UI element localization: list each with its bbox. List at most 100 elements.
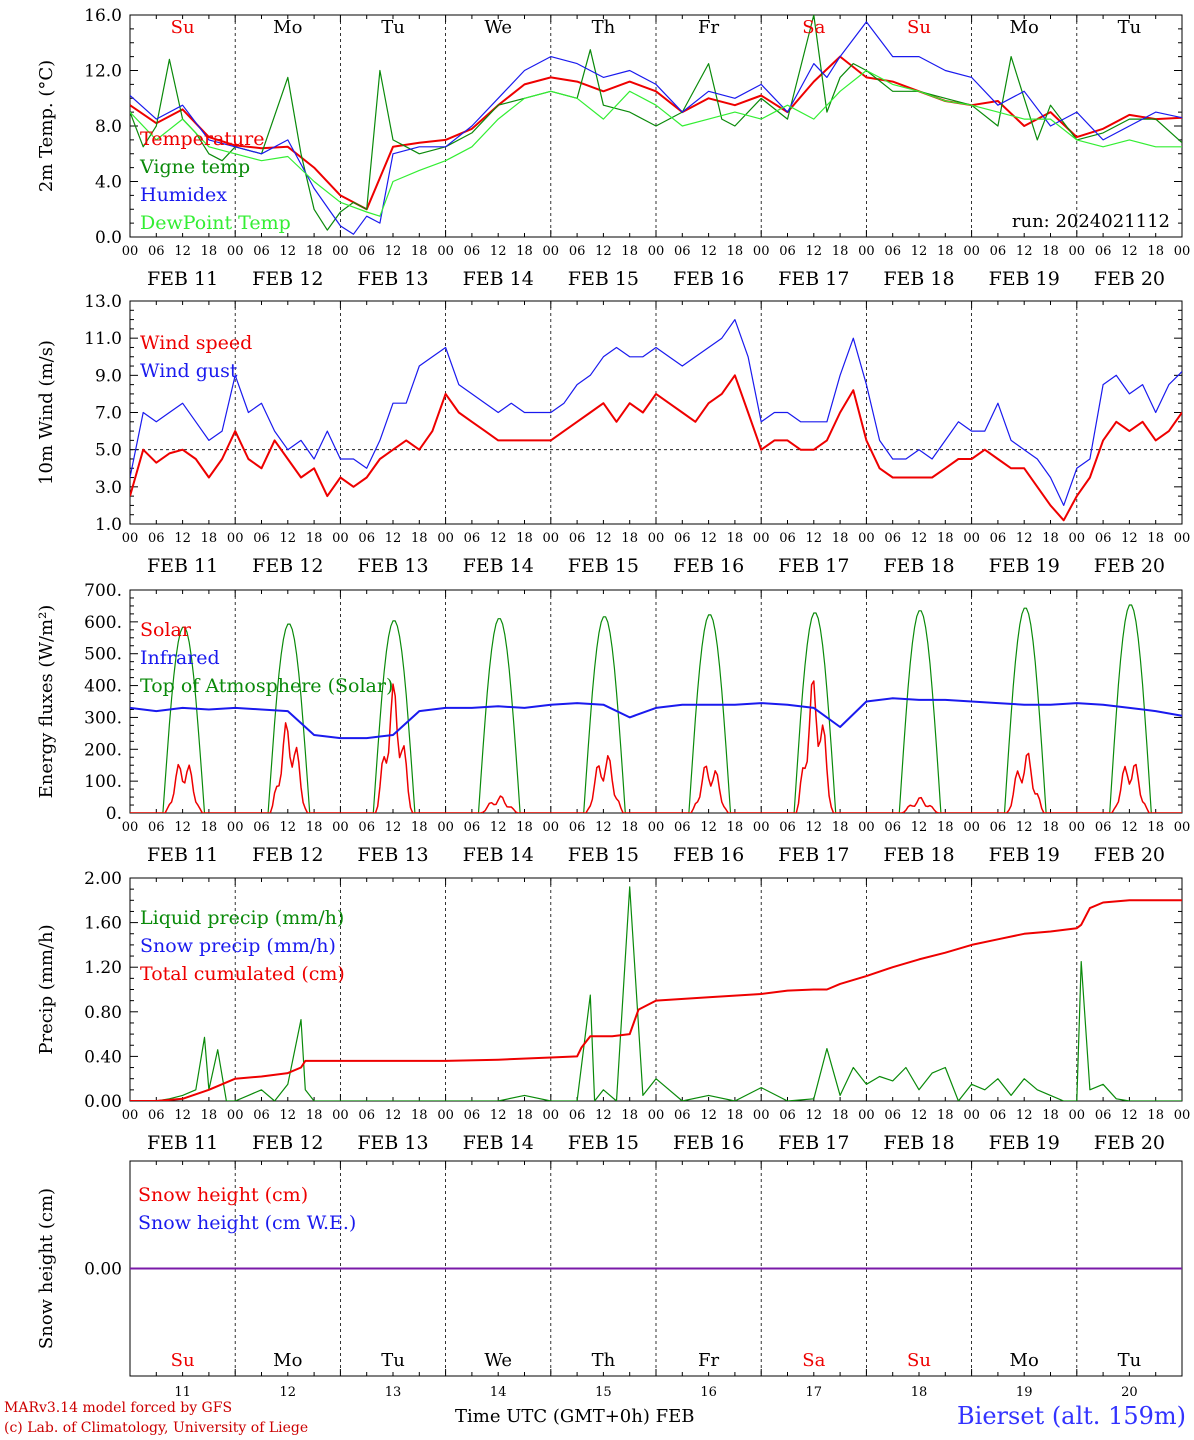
x-axis-title: Time UTC (GMT+0h) FEB [455, 1406, 695, 1427]
date-label: FEB 13 [357, 555, 428, 577]
plot-area [130, 319, 1182, 522]
hour-tick-label: 00 [437, 820, 454, 835]
hour-tick-label: 06 [779, 531, 796, 546]
hour-tick-label: 00 [332, 1108, 349, 1123]
series-line [130, 886, 1182, 1101]
y-tick-label: 9.0 [95, 366, 122, 386]
bottom-day-label: Tu [1118, 1350, 1142, 1371]
y-axis-label: 2m Temp. (°C) [36, 60, 57, 192]
day-of-week-label: Fr [698, 17, 719, 38]
hour-tick-label: 12 [385, 244, 402, 259]
hour-tick-label: 12 [174, 531, 191, 546]
series-line [130, 374, 1182, 522]
date-label: FEB 16 [673, 1132, 744, 1154]
hour-tick-label: 12 [911, 820, 928, 835]
date-label: FEB 16 [673, 555, 744, 577]
legend-entry: Wind speed [140, 332, 252, 354]
hour-tick-label: 18 [621, 531, 638, 546]
legend-entry: Snow height (cm W.E.) [138, 1212, 356, 1234]
hour-tick-label: 00 [122, 1108, 139, 1123]
y-tick-label: 200. [84, 740, 122, 760]
hour-tick-label: 12 [280, 244, 297, 259]
hour-tick-label: 06 [464, 244, 481, 259]
y-tick-label: 100. [84, 772, 122, 792]
date-label: FEB 16 [673, 268, 744, 290]
hour-tick-label: 00 [963, 1108, 980, 1123]
hour-tick-label: 18 [1147, 820, 1164, 835]
hour-tick-label: 12 [1121, 820, 1138, 835]
hour-tick-label: 18 [727, 1108, 744, 1123]
plot-frame [129, 300, 1183, 525]
hour-tick-label: 18 [1042, 531, 1059, 546]
legend-entry: Liquid precip (mm/h) [140, 907, 344, 929]
hour-tick-label: 12 [1121, 531, 1138, 546]
y-axis-label: Energy fluxes (W/m²) [36, 605, 57, 799]
hour-tick-label: 06 [464, 820, 481, 835]
y-axis-label: Snow height (cm) [36, 1188, 57, 1349]
y-tick-label: 500. [84, 645, 122, 665]
hour-tick-label: 00 [753, 244, 770, 259]
hour-tick-label: 18 [306, 1108, 323, 1123]
hour-tick-label: 18 [727, 531, 744, 546]
bottom-day-number: 18 [911, 1385, 928, 1400]
hour-tick-label: 12 [174, 820, 191, 835]
hour-tick-label: 18 [411, 531, 428, 546]
hour-tick-label: 12 [595, 1108, 612, 1123]
y-tick-label: 8.0 [95, 117, 122, 137]
series-line [130, 319, 1182, 506]
hour-tick-label: 06 [990, 1108, 1007, 1123]
hour-tick-label: 06 [884, 244, 901, 259]
hour-tick-label: 00 [332, 820, 349, 835]
day-of-week-label: Tu [381, 17, 405, 38]
bottom-day-label: Sa [802, 1350, 825, 1371]
hour-tick-label: 00 [122, 531, 139, 546]
date-label: FEB 13 [357, 844, 428, 866]
hour-tick-label: 06 [148, 1108, 165, 1123]
hour-tick-label: 12 [595, 531, 612, 546]
hour-tick-label: 12 [1121, 244, 1138, 259]
bottom-day-number: 20 [1121, 1385, 1138, 1400]
hour-tick-label: 12 [385, 531, 402, 546]
hour-tick-label: 00 [963, 531, 980, 546]
date-label: FEB 18 [883, 555, 954, 577]
date-label: FEB 19 [989, 555, 1060, 577]
y-axis-label: Precip (mm/h) [36, 924, 57, 1054]
series-line [130, 21, 1182, 235]
hour-tick-label: 12 [806, 1108, 823, 1123]
panel-4: 0.00 0.40 0.80 1.20 1.60 2.00 Precip (mm/h) 00 0… [36, 869, 1190, 1154]
hour-tick-label: 18 [411, 244, 428, 259]
panel-2: 1.0 3.0 5.0 7.0 9.0 11.0 13.0 10m Wind (m/s) 00 0… [36, 292, 1190, 577]
series-toa-solar [130, 604, 1182, 813]
hour-tick-label: 06 [148, 820, 165, 835]
date-label: FEB 18 [883, 268, 954, 290]
series-line [130, 697, 1182, 740]
credit-lab: (c) Lab. of Climatology, University of L… [4, 1420, 309, 1436]
hour-tick-label: 00 [858, 244, 875, 259]
date-label: FEB 18 [883, 844, 954, 866]
hour-tick-label: 12 [1016, 244, 1033, 259]
hour-tick-label: 06 [358, 531, 375, 546]
hour-tick-label: 12 [700, 531, 717, 546]
hour-tick-label: 12 [490, 820, 507, 835]
hour-tick-label: 00 [963, 244, 980, 259]
hour-tick-label: 00 [1174, 531, 1191, 546]
legend-entry: Humidex [140, 184, 227, 206]
bottom-day-number: 17 [806, 1385, 823, 1400]
hour-tick-label: 18 [201, 1108, 218, 1123]
hour-tick-label: 06 [148, 244, 165, 259]
hour-tick-label: 06 [674, 244, 691, 259]
hour-tick-label: 00 [543, 1108, 560, 1123]
bottom-day-label: Su [171, 1350, 195, 1371]
date-label: FEB 13 [357, 1132, 428, 1154]
date-label: FEB 20 [1094, 1132, 1165, 1154]
hour-tick-label: 12 [700, 1108, 717, 1123]
y-tick-label: 0. [106, 804, 122, 824]
hour-tick-label: 18 [1147, 1108, 1164, 1123]
bottom-day-label: Su [907, 1350, 931, 1371]
hour-tick-label: 06 [1095, 1108, 1112, 1123]
date-label: FEB 17 [778, 844, 849, 866]
date-label: FEB 15 [568, 268, 639, 290]
bottom-day-label: Th [592, 1350, 616, 1371]
hour-tick-label: 00 [227, 244, 244, 259]
date-label: FEB 14 [463, 1132, 534, 1154]
